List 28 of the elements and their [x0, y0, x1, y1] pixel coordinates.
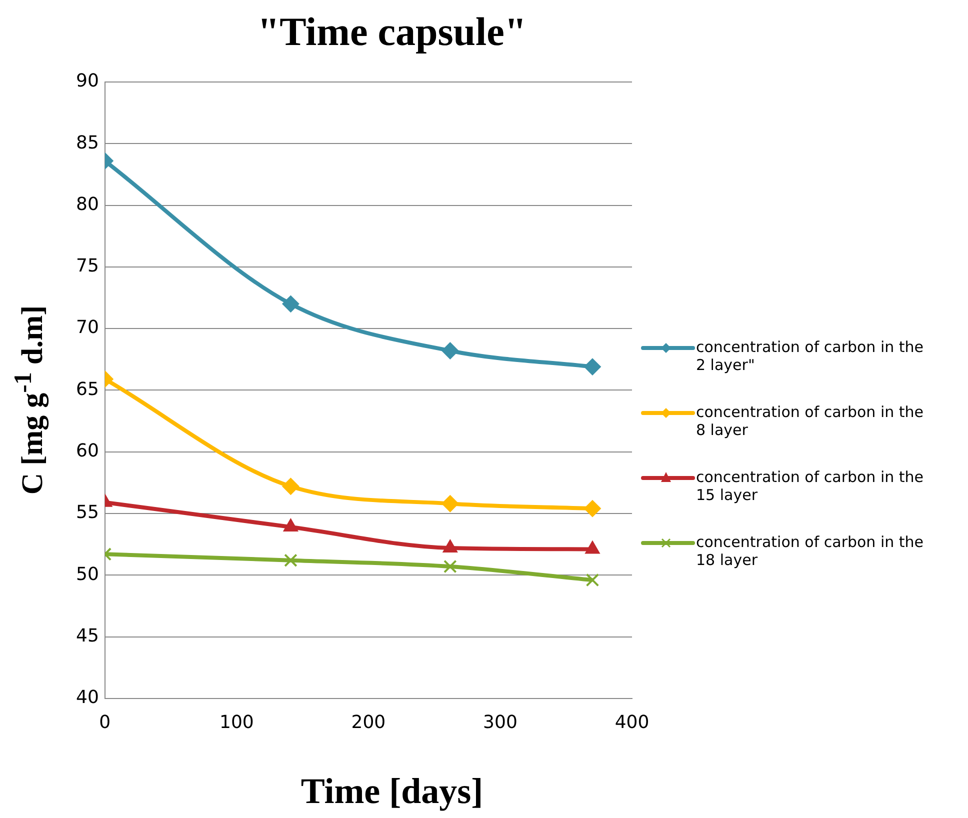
y-tick-label: 90 [76, 70, 99, 92]
y-tick-label: 40 [76, 687, 99, 708]
chart-title: "Time capsule" [256, 8, 528, 55]
y-tick-label: 60 [76, 440, 99, 462]
x-tick-label: 200 [351, 712, 386, 733]
y-tick-label: 70 [76, 317, 99, 338]
x-tick-label: 100 [220, 712, 254, 733]
point [586, 573, 600, 587]
x-tick-label: 400 [614, 712, 650, 733]
legend-label: concentration of carbon in the 8 layer [696, 403, 925, 439]
y-tick-label: 80 [76, 194, 99, 215]
y-tick-label: 55 [76, 502, 99, 524]
x-tick-label: 0 [99, 712, 111, 733]
y-tick-label: 75 [76, 256, 99, 277]
y-tick-label: 85 [76, 132, 99, 154]
point [584, 500, 601, 518]
point [443, 560, 457, 574]
point [442, 342, 459, 360]
x-axis-title: Time [days] [300, 770, 484, 812]
y-tick-label: 65 [76, 378, 99, 400]
x-tick-label: 300 [483, 712, 518, 733]
legend-label: concentration of carbon in the 18 layer [696, 533, 925, 569]
point [442, 495, 459, 512]
y-tick-label: 50 [76, 564, 99, 585]
point [584, 358, 601, 376]
legend-label: concentration of carbon in the 2 layer" [696, 338, 925, 374]
legend-label: concentration of carbon in the 15 layer [696, 468, 925, 504]
y-tick-label: 45 [76, 625, 99, 646]
